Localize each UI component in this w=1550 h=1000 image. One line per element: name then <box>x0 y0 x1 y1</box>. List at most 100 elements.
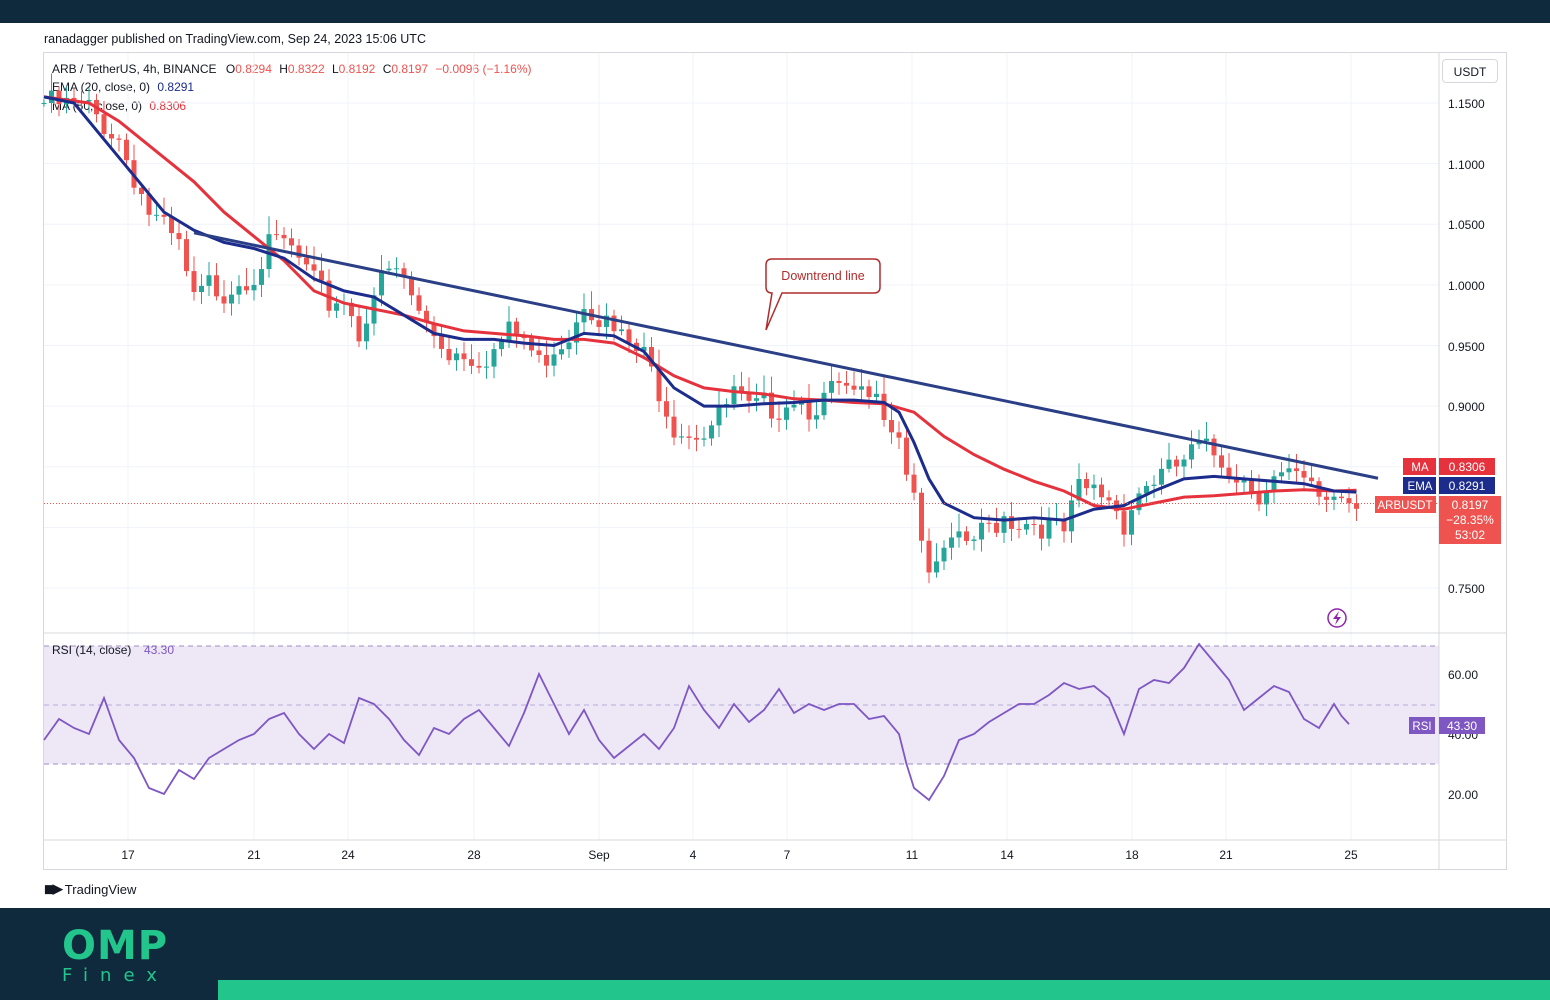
candle[interactable] <box>806 401 812 420</box>
candle[interactable] <box>506 321 512 342</box>
candle[interactable] <box>1174 459 1179 467</box>
candle[interactable] <box>604 315 609 327</box>
candle[interactable] <box>851 385 857 390</box>
candle[interactable] <box>1061 518 1067 532</box>
candle[interactable] <box>1309 477 1314 482</box>
candle[interactable] <box>979 522 984 540</box>
candle[interactable] <box>191 271 197 292</box>
candle[interactable] <box>1234 477 1239 483</box>
candle[interactable] <box>101 114 107 134</box>
candle[interactable] <box>1189 444 1194 460</box>
currency-button[interactable]: USDT <box>1442 59 1498 83</box>
candle[interactable] <box>221 296 227 304</box>
candle[interactable] <box>1181 459 1187 467</box>
candle[interactable] <box>1294 468 1299 472</box>
symbol-name[interactable]: ARB / TetherUS, 4h, BINANCE <box>52 62 217 76</box>
time-axis[interactable]: 17 21 24 28 Sep 4 7 11 14 18 21 25 <box>121 848 1358 862</box>
candle[interactable] <box>641 346 647 351</box>
candle[interactable] <box>476 365 482 368</box>
ma-line[interactable] <box>43 95 1357 511</box>
candle[interactable] <box>574 322 579 343</box>
candle[interactable] <box>244 286 249 291</box>
candle[interactable] <box>874 393 879 398</box>
candle[interactable] <box>1076 478 1082 501</box>
candle[interactable] <box>896 432 902 438</box>
candle[interactable] <box>281 234 287 239</box>
rsi-line[interactable] <box>43 642 1350 802</box>
candle[interactable] <box>1009 516 1014 529</box>
candle[interactable] <box>356 316 362 342</box>
candle[interactable] <box>139 187 144 195</box>
candle[interactable] <box>941 547 947 562</box>
candle[interactable] <box>581 309 587 323</box>
candle[interactable] <box>671 416 677 438</box>
candle[interactable] <box>1001 516 1007 533</box>
candle[interactable] <box>881 393 887 420</box>
candle[interactable] <box>716 406 722 426</box>
candle[interactable] <box>1144 485 1149 494</box>
candle[interactable] <box>949 537 954 548</box>
candle[interactable] <box>994 522 999 533</box>
candle[interactable] <box>536 350 542 355</box>
candle[interactable] <box>1121 511 1127 535</box>
candle[interactable] <box>1264 491 1269 505</box>
candle[interactable] <box>551 354 557 366</box>
candle[interactable] <box>664 401 669 417</box>
rsi-axis[interactable]: 60.00 40.00 20.00 <box>1448 668 1478 802</box>
candle[interactable] <box>161 214 167 217</box>
candle[interactable] <box>1016 528 1022 530</box>
ema-line[interactable] <box>43 95 1357 522</box>
candle[interactable] <box>1219 455 1224 468</box>
candle[interactable] <box>116 138 122 140</box>
candle[interactable] <box>919 492 924 541</box>
candle[interactable] <box>1324 496 1329 500</box>
candle[interactable] <box>491 349 497 367</box>
candle[interactable] <box>1091 484 1097 489</box>
candle[interactable] <box>904 437 909 475</box>
candle[interactable] <box>484 366 489 368</box>
candle[interactable] <box>311 264 317 271</box>
candle[interactable] <box>859 386 864 390</box>
candle[interactable] <box>1354 503 1359 509</box>
candle[interactable] <box>499 341 504 350</box>
candle[interactable] <box>439 336 444 349</box>
candle[interactable] <box>1256 491 1262 505</box>
candle[interactable] <box>146 194 152 215</box>
candle[interactable] <box>1136 493 1142 511</box>
candle[interactable] <box>844 382 849 386</box>
candle[interactable] <box>1151 484 1157 486</box>
candle[interactable] <box>964 531 969 541</box>
candle[interactable] <box>206 275 212 286</box>
tradingview-logo[interactable]: ◼▶ TradingView <box>44 881 136 897</box>
candle[interactable] <box>821 392 827 416</box>
candle[interactable] <box>1339 496 1344 499</box>
candle[interactable] <box>364 323 369 342</box>
candle[interactable] <box>926 540 932 573</box>
candle[interactable] <box>1099 484 1104 498</box>
annotation-callout[interactable] <box>765 258 881 331</box>
candle[interactable] <box>709 425 714 439</box>
candle[interactable] <box>814 415 819 420</box>
candle[interactable] <box>596 320 602 327</box>
candle[interactable] <box>409 276 414 296</box>
candle[interactable] <box>649 346 654 367</box>
candle[interactable] <box>971 539 977 541</box>
candle[interactable] <box>836 381 842 383</box>
candle[interactable] <box>266 234 272 270</box>
candle[interactable] <box>1084 478 1089 489</box>
candle[interactable] <box>416 295 422 311</box>
candle[interactable] <box>866 386 872 398</box>
candle[interactable] <box>656 366 662 402</box>
candle[interactable] <box>109 133 114 139</box>
candle[interactable] <box>41 103 47 104</box>
candle[interactable] <box>791 404 797 408</box>
candle[interactable] <box>469 359 474 366</box>
candle[interactable] <box>124 139 129 161</box>
candle[interactable] <box>1279 472 1284 477</box>
candle[interactable] <box>379 270 384 296</box>
candle[interactable] <box>619 329 624 332</box>
candle[interactable] <box>1286 468 1292 473</box>
candle[interactable] <box>1106 497 1112 501</box>
candle[interactable] <box>911 474 917 493</box>
candle[interactable] <box>544 354 549 366</box>
